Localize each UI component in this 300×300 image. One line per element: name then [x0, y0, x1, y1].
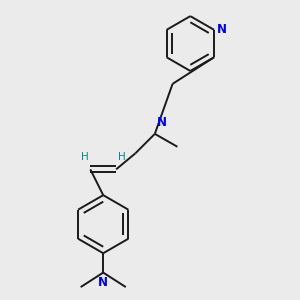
- Text: H: H: [118, 152, 125, 162]
- Text: N: N: [157, 116, 166, 129]
- Text: N: N: [217, 23, 226, 36]
- Text: N: N: [98, 276, 108, 289]
- Text: H: H: [81, 152, 89, 162]
